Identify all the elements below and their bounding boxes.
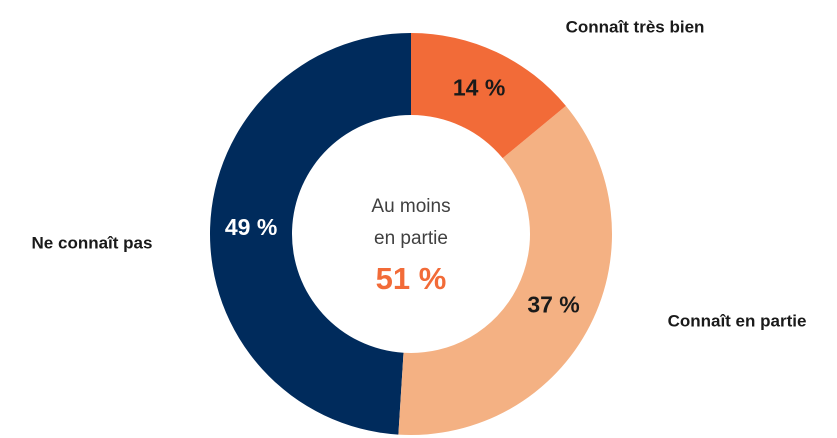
center-text: en partie	[374, 228, 448, 249]
slice	[398, 105, 612, 435]
center-total: 51 %	[376, 261, 447, 296]
data-label: 37 %	[527, 292, 579, 318]
slice	[210, 33, 411, 435]
center-text: Au moins	[371, 196, 450, 217]
category-label: Ne connaît pas	[32, 233, 153, 252]
category-label: Connaît en partie	[668, 311, 807, 330]
data-label: 49 %	[225, 214, 277, 240]
data-label: 14 %	[453, 74, 505, 100]
slice	[411, 33, 566, 159]
category-label: Connaît très bien	[566, 17, 705, 36]
